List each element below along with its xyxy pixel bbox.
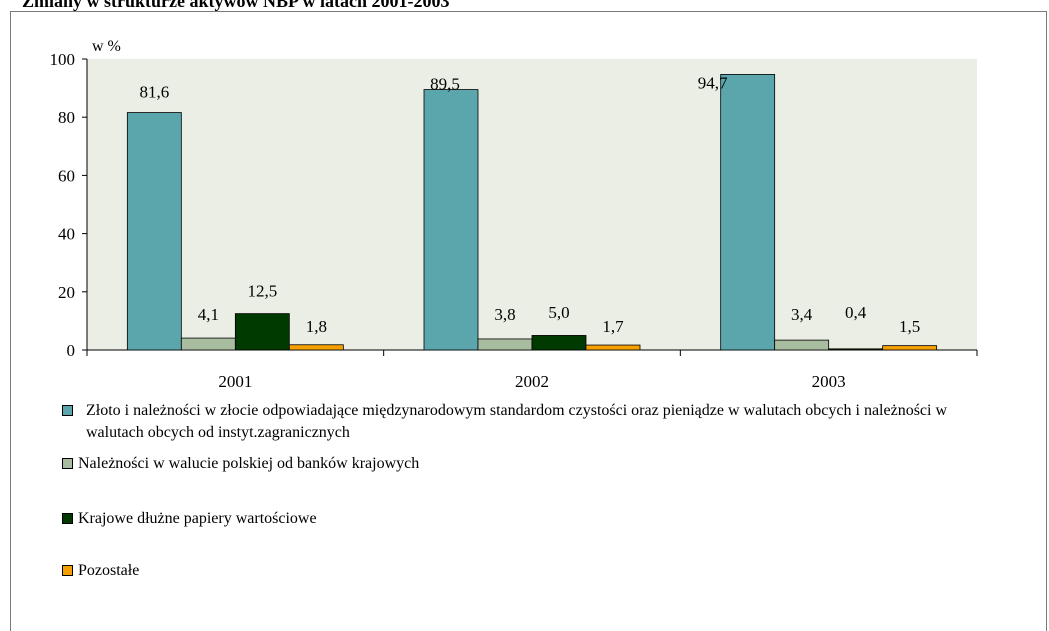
data-label: 3,8 — [494, 305, 515, 324]
data-label: 4,1 — [198, 305, 219, 324]
x-tick-label: 2002 — [515, 372, 549, 391]
legend-label-securities: Krajowe dłużne papiery wartościowe — [78, 510, 317, 527]
data-label: 94,7 — [698, 73, 728, 92]
bar-chart: 0 20 40 60 80 100 2001 2002 2003 81,6 89,5 94,7 4,1… — [50, 38, 978, 391]
data-label: 81,6 — [139, 83, 169, 102]
data-label: 1,7 — [602, 317, 624, 336]
data-label: 5,0 — [548, 303, 569, 322]
bar — [720, 74, 776, 351]
data-label: 89,5 — [430, 75, 460, 94]
legend-item-other: Pozostałe — [62, 560, 139, 582]
chart-title: Zmiany w strukturze aktywów NBP w latach… — [22, 0, 450, 11]
y-tick-label: 60 — [58, 166, 75, 185]
bar — [234, 313, 290, 351]
bar — [288, 344, 344, 351]
plot-area — [87, 59, 977, 350]
data-label: 0,4 — [845, 303, 867, 322]
legend-label-banks: Należności w walucie polskiej od banków … — [78, 455, 420, 472]
bar — [882, 345, 938, 351]
legend-item-banks: Należności w walucie polskiej od banków … — [62, 453, 419, 475]
bar — [774, 339, 830, 351]
data-label: 3,4 — [791, 305, 813, 324]
legend-item-securities: Krajowe dłużne papiery wartościowe — [62, 508, 317, 530]
x-tick-label: 2003 — [812, 372, 846, 391]
data-label: 1,5 — [899, 317, 920, 336]
bar — [126, 112, 182, 351]
data-label: 12,5 — [247, 282, 277, 301]
bar — [531, 335, 587, 351]
legend-label-other: Pozostałe — [78, 562, 140, 579]
legend-label-gold: Złoto i należności w złocie odpowiadając… — [86, 402, 948, 441]
legend-swatch-gold — [62, 405, 73, 416]
legend-swatch-banks — [62, 458, 73, 469]
y-tick-label: 0 — [67, 341, 76, 360]
bar — [585, 344, 641, 351]
legend-swatch-securities — [62, 513, 73, 524]
y-tick-label: 20 — [58, 283, 75, 302]
y-axis-label: w % — [92, 38, 121, 55]
bar — [828, 348, 884, 351]
data-label: 1,8 — [306, 317, 327, 336]
legend-item-gold: Złoto i należności w złocie odpowiadając… — [62, 400, 992, 444]
legend-swatch-other — [62, 565, 73, 576]
y-tick-label: 80 — [58, 108, 75, 127]
bar — [477, 338, 533, 351]
chart-frame — [10, 11, 1047, 631]
bar — [180, 337, 236, 351]
y-tick-label: 40 — [58, 225, 75, 244]
x-tick-label: 2001 — [218, 372, 252, 391]
y-tick-label: 100 — [50, 50, 76, 69]
bar — [423, 89, 479, 351]
